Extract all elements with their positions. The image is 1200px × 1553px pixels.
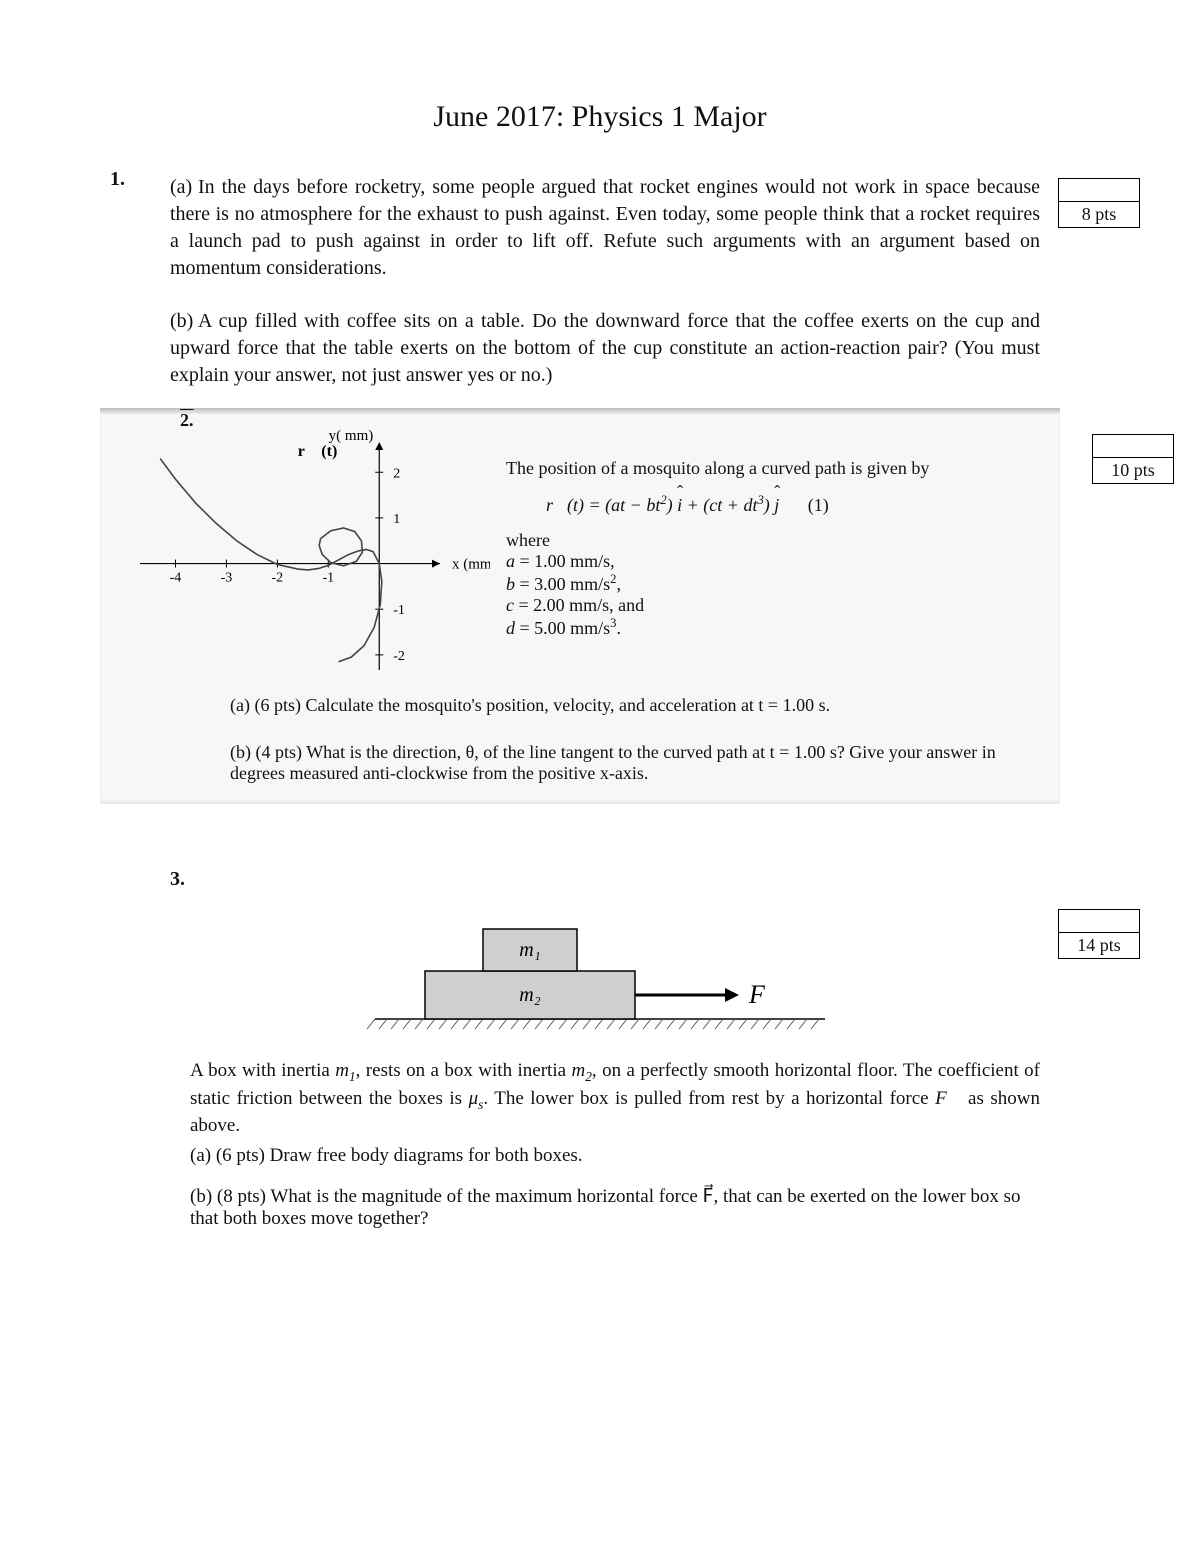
val-c: c = 2.00 mm/s, and [506,595,1050,616]
q3-t2: , rests on a box with inertia [356,1060,572,1081]
svg-text:-1: -1 [322,571,334,586]
q3b-text: What is the magnitude of the maximum hor… [190,1186,1021,1229]
q3-t4: . The lower box is pulled from rest by a… [483,1088,935,1109]
svg-text:y( mm): y( mm) [329,428,374,444]
q2-points-box: 10 pts [1092,434,1174,484]
points-box-top [1093,435,1173,458]
points-label: 8 pts [1059,202,1139,227]
val-d: d = 5.00 mm/s3. [506,616,1050,639]
val-b: b = 3.00 mm/s2, [506,572,1050,595]
eq-num: (1) [808,495,829,515]
q3-points-box: 14 pts [1058,909,1140,959]
q2-row: -4 -3 -2 -1 -2 -1 1 2 x (mm) y( mm)r⃗ (t) The pos… [110,424,1050,689]
q3a-pts: (6 pts) [216,1145,265,1166]
svg-text:-1: -1 [393,603,405,618]
svg-text:1: 1 [393,512,400,527]
points-label: 10 pts [1093,458,1173,483]
val-a: a = 1.00 mm/s, [506,551,1050,572]
q3a-label: (a) [190,1145,211,1166]
q3b-pts: (8 pts) [217,1186,266,1207]
q2b-text: What is the direction, θ, of the line ta… [230,742,996,783]
q3b: (b) (8 pts) What is the magnitude of the… [190,1185,1040,1230]
q2-right-text: The position of a mosquito along a curve… [490,424,1050,639]
boxes-force-diagram: m₂ m₁ F⃗ [365,899,835,1039]
q3-intro: A box with inertia m1, rests on a box wi… [190,1058,1040,1139]
points-box-top [1059,910,1139,933]
q3-diagram: m₂ m₁ F⃗ [0,899,1200,1044]
svg-text:2: 2 [393,466,400,481]
q3-m2: m2 [572,1060,592,1081]
q3-m1: m1 [335,1060,355,1081]
q3-F: F⃗ [935,1088,961,1109]
svg-text:r⃗ (t): r⃗ (t) [298,443,338,460]
q2-given-values: a = 1.00 mm/s, b = 3.00 mm/s2, c = 2.00 … [506,551,1050,639]
svg-text:F⃗: F⃗ [748,980,785,1009]
points-label: 14 pts [1059,933,1139,958]
q3a: (a) (6 pts) Draw free body diagrams for … [190,1145,1040,1167]
page-title: June 2017: Physics 1 Major [0,100,1200,134]
q3a-text: Draw free body diagrams for both boxes. [270,1145,583,1166]
svg-text:-2: -2 [393,649,405,664]
q2a-label: (a) [230,695,250,715]
q1b-text: A cup filled with coffee sits on a table… [170,310,1040,386]
q1a-label: (a) [170,174,198,201]
q2-equation: r⃗(t) = (at − bt2) i + (ct + dt3) j (1) [546,493,1050,516]
q3-number: 3. [170,868,1200,891]
q2-chart: -4 -3 -2 -1 -2 -1 1 2 x (mm) y( mm)r⃗ (t) [110,424,490,689]
q1b: (b)A cup filled with coffee sits on a ta… [170,308,1040,389]
q2-intro: The position of a mosquito along a curve… [506,458,1050,479]
q2a: (a) (6 pts) Calculate the mosquito's pos… [230,695,1040,716]
svg-text:x (mm): x (mm) [452,557,490,573]
q1-points-box: 8 pts [1058,178,1140,228]
q2a-text: Calculate the mosquito's position, veloc… [305,695,830,715]
q2-number: 2. [180,410,194,431]
q3-mu: μs [469,1088,484,1109]
q1-number: 1. [110,168,125,191]
mosquito-path-chart: -4 -3 -2 -1 -2 -1 1 2 x (mm) y( mm)r⃗ (t) [110,424,490,684]
q1b-label: (b) [170,308,198,335]
eq-body: (at − bt2) i + (ct + dt3) j [605,495,779,515]
eq-lhs: r⃗(t) = [546,495,605,515]
q2b-pts: (4 pts) [256,742,303,762]
q2b-label: (b) [230,742,251,762]
q2-panel: 2. 10 pts -4-3-2-1-2-112x (mm)y( mm)r⃗ (… [100,413,1060,804]
q1a-text: In the days before rocketry, some people… [170,176,1040,279]
panel-shadow [100,408,1060,414]
page: June 2017: Physics 1 Major 1. 8 pts (a)I… [0,0,1200,1553]
q2-where: where [506,530,1050,551]
q1a: (a)In the days before rocketry, some peo… [170,174,1040,282]
q2a-pts: (6 pts) [254,695,301,715]
svg-text:m₂: m₂ [519,984,540,1006]
q3b-label: (b) [190,1186,212,1207]
svg-text:-3: -3 [221,571,233,586]
points-box-top [1059,179,1139,202]
svg-text:m₁: m₁ [519,939,540,961]
svg-text:-4: -4 [170,571,182,586]
q2b: (b) (4 pts) What is the direction, θ, of… [230,742,1040,784]
q3-t1: A box with inertia [190,1060,335,1081]
svg-text:-2: -2 [272,571,284,586]
